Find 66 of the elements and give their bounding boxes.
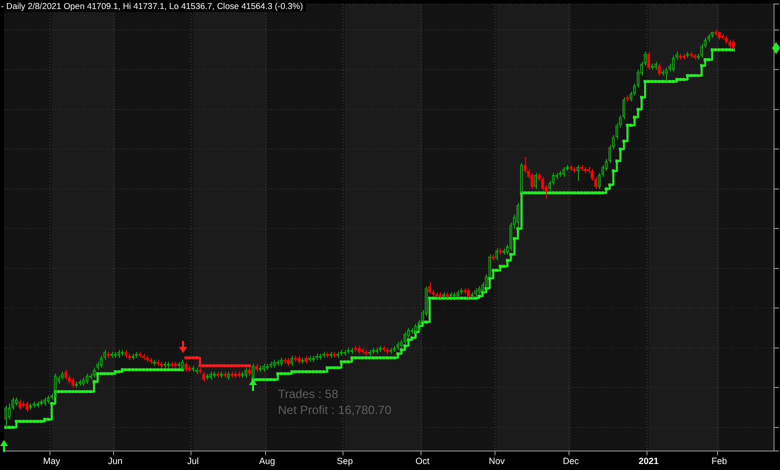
- candlestick: [326, 351, 329, 358]
- candlestick: [361, 347, 364, 354]
- candlestick: [128, 353, 131, 360]
- candlestick: [714, 29, 718, 36]
- candlestick: [255, 363, 258, 372]
- candlestick: [40, 399, 42, 406]
- candlestick: [498, 248, 502, 255]
- annotation: Net Profit : 16,780.70: [278, 402, 392, 418]
- annotation: Trades : 58: [278, 386, 340, 402]
- candlestick: [569, 164, 572, 172]
- candlestick: [728, 39, 732, 48]
- candlestick: [721, 33, 724, 40]
- candlestick: [124, 349, 128, 358]
- candlestick: [580, 164, 583, 172]
- candlestick: [71, 377, 74, 388]
- candlestick: [682, 53, 686, 60]
- candlestick: [364, 349, 368, 356]
- candlestick: [530, 172, 534, 190]
- candlestick: [492, 254, 495, 261]
- candlestick: [464, 288, 466, 295]
- candlestick: [230, 371, 234, 378]
- candlestick: [188, 365, 191, 372]
- x-tick-label: Aug: [259, 456, 276, 466]
- candlestick: [647, 51, 650, 70]
- candlestick: [18, 399, 22, 410]
- x-tick-label: Feb: [711, 456, 728, 466]
- x-tick-label: May: [43, 456, 61, 466]
- candlestick: [693, 53, 696, 60]
- candlestick: [106, 351, 110, 358]
- x-tick-label: Dec: [562, 456, 580, 466]
- x-tick-label: Jun: [108, 456, 123, 466]
- x-tick-label: 2021: [638, 456, 659, 466]
- candlestick: [202, 371, 205, 382]
- candlestick: [332, 351, 336, 358]
- candlestick: [428, 282, 432, 295]
- candlestick: [223, 371, 226, 378]
- candlestick: [358, 345, 360, 354]
- candlestick: [138, 351, 142, 358]
- candlestick: [541, 176, 544, 192]
- x-tick-label: Jul: [187, 456, 199, 466]
- candlestick: [626, 94, 629, 102]
- candlestick: [382, 345, 386, 352]
- candlestick: [22, 401, 25, 408]
- candlestick: [386, 347, 389, 354]
- candlestick: [584, 166, 586, 174]
- chart-title: - Daily 2/8/2021 Open 41709.1, Hi 41737.1, Lo 41536.7, Close 41564.3 (-0.3%): [0, 0, 306, 12]
- candlestick: [234, 371, 237, 378]
- x-tick-label: Oct: [416, 456, 430, 466]
- candlestick: [216, 371, 220, 378]
- candlestick: [237, 371, 240, 378]
- candlestick: [198, 367, 202, 374]
- candlestick: [354, 345, 357, 352]
- candlestick: [146, 355, 148, 362]
- candlestick: [294, 355, 297, 362]
- candlestick: [690, 51, 692, 58]
- candlestick: [718, 32, 721, 40]
- candlestick: [248, 367, 251, 376]
- candlestick: [142, 353, 145, 360]
- x-tick-label: Nov: [488, 456, 506, 466]
- candlestick: [64, 369, 68, 380]
- candlestick: [524, 156, 526, 174]
- candlestick: [678, 53, 682, 60]
- x-tick-label: Sep: [336, 456, 353, 466]
- candlestick: [573, 166, 576, 174]
- candlestick: [26, 401, 28, 412]
- candlestick: [502, 248, 506, 255]
